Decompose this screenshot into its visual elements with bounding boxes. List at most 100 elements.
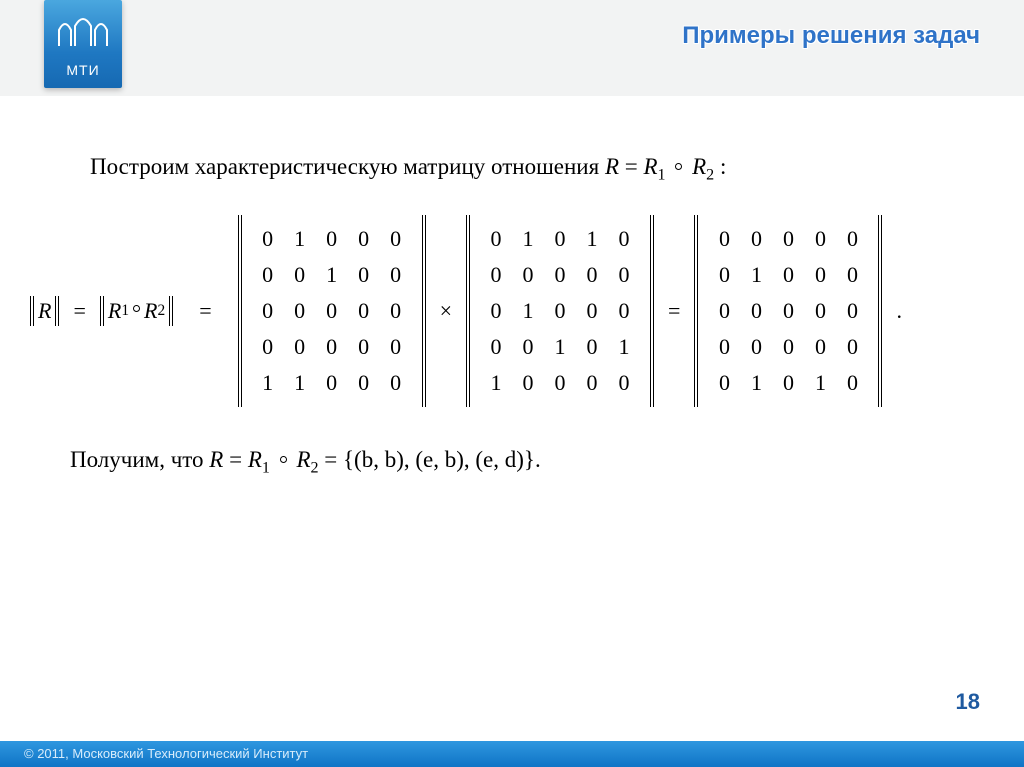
matrix-cell: 0 <box>804 329 836 365</box>
matrix-cell: 0 <box>608 293 640 329</box>
matrix-cell: 1 <box>284 221 316 257</box>
matrix-cell: 0 <box>804 221 836 257</box>
matrix-cell: 0 <box>348 293 380 329</box>
matrix-cell: 0 <box>740 221 772 257</box>
matrix-cell: 0 <box>608 365 640 401</box>
matrix-cell: 0 <box>836 221 868 257</box>
matrix-equation: R = R1 R2 = 0100000100000000000011000 × … <box>30 215 994 407</box>
norm-R: R <box>30 296 59 326</box>
matrix-cell: 0 <box>576 365 608 401</box>
matrix-cell: 0 <box>380 221 412 257</box>
matrix-cell: 0 <box>772 365 804 401</box>
matrix-row: 00100 <box>252 257 412 293</box>
result-sub2: 2 <box>311 460 319 477</box>
matrix-cell: 0 <box>544 221 576 257</box>
matrix-cell: 0 <box>740 293 772 329</box>
intro-text: Построим характеристическую матрицу отно… <box>30 150 994 187</box>
eq-sign-3: = <box>664 295 684 327</box>
intro-R: R <box>605 154 619 179</box>
matrix-cell: 1 <box>512 221 544 257</box>
matrix-C: 0000001000000000000001010 <box>694 215 882 407</box>
matrix-cell: 0 <box>512 257 544 293</box>
matrix-cell: 0 <box>708 365 740 401</box>
matrix-row: 00000 <box>252 293 412 329</box>
footer: © 2011, Московский Технологический Инсти… <box>0 741 1024 767</box>
matrix-cell: 0 <box>836 329 868 365</box>
matrix-cell: 0 <box>284 257 316 293</box>
header-band: МТИ Примеры решения задач <box>0 0 1024 96</box>
matrix-cell: 0 <box>284 329 316 365</box>
slide-content: Построим характеристическую матрицу отно… <box>30 150 994 480</box>
matrix-row: 00000 <box>708 293 868 329</box>
matrix-cell: 0 <box>316 365 348 401</box>
logo: МТИ <box>44 0 122 88</box>
intro-eq: = <box>619 154 643 179</box>
matrix-cell: 0 <box>836 257 868 293</box>
matrix-row: 10000 <box>480 365 640 401</box>
matrix-cell: 0 <box>348 221 380 257</box>
matrix-row: 00000 <box>480 257 640 293</box>
matrix-row: 00000 <box>708 221 868 257</box>
matrix-cell: 0 <box>284 293 316 329</box>
lhs-R: R <box>38 295 51 327</box>
matrix-cell: 1 <box>284 365 316 401</box>
slide-title: Примеры решения задач <box>682 22 980 50</box>
matrix-cell: 0 <box>544 257 576 293</box>
matrix-row: 00101 <box>480 329 640 365</box>
eq-sign-2: = <box>183 295 227 327</box>
logo-label: МТИ <box>44 62 122 78</box>
matrix-cell: 1 <box>480 365 512 401</box>
matrix-cell: 0 <box>380 329 412 365</box>
compose-icon <box>133 305 140 312</box>
result-set: = {(b, b), (e, b), (e, d)}. <box>319 447 541 472</box>
matrix-cell: 1 <box>576 221 608 257</box>
matrix-cell: 0 <box>316 329 348 365</box>
matrix-cell: 0 <box>804 257 836 293</box>
intro-prefix: Построим характеристическую матрицу отно… <box>90 154 605 179</box>
matrix-A: 0100000100000000000011000 <box>238 215 426 407</box>
matrix-cell: 0 <box>608 221 640 257</box>
matrix-cell: 0 <box>836 293 868 329</box>
matrix-cell: 1 <box>512 293 544 329</box>
matrix-B: 0101000000010000010110000 <box>466 215 654 407</box>
intro-colon: : <box>714 154 726 179</box>
matrix-cell: 0 <box>316 293 348 329</box>
mid-sub1: 1 <box>121 300 129 322</box>
matrix-cell: 0 <box>772 257 804 293</box>
matrix-cell: 0 <box>708 329 740 365</box>
compose-icon <box>280 456 287 463</box>
result-R2: R <box>296 447 310 472</box>
mid-R1: R <box>108 295 121 327</box>
result-text: Получим, что R = R1 R2 = {(b, b), (e, b)… <box>30 443 994 480</box>
matrix-row: 01000 <box>480 293 640 329</box>
matrix-cell: 0 <box>480 221 512 257</box>
footer-text: © 2011, Московский Технологический Инсти… <box>24 746 308 761</box>
matrix-cell: 0 <box>252 293 284 329</box>
intro-R1: R <box>643 154 657 179</box>
matrix-A-table: 0100000100000000000011000 <box>252 221 412 401</box>
matrix-cell: 0 <box>380 365 412 401</box>
logo-domes-icon <box>53 12 113 48</box>
matrix-cell: 0 <box>708 221 740 257</box>
intro-sub2: 2 <box>706 167 714 184</box>
matrix-row: 01010 <box>708 365 868 401</box>
matrix-cell: 0 <box>348 365 380 401</box>
matrix-cell: 0 <box>772 293 804 329</box>
times-sign: × <box>436 295 456 327</box>
matrix-cell: 1 <box>740 257 772 293</box>
matrix-cell: 0 <box>252 221 284 257</box>
norm-R1R2: R1 R2 <box>100 296 173 326</box>
matrix-cell: 0 <box>348 329 380 365</box>
intro-R2: R <box>692 154 706 179</box>
intro-sub1: 1 <box>658 167 666 184</box>
matrix-cell: 0 <box>380 293 412 329</box>
matrix-cell: 0 <box>316 221 348 257</box>
matrix-cell: 0 <box>480 293 512 329</box>
matrix-cell: 0 <box>608 257 640 293</box>
period: . <box>892 295 906 327</box>
matrix-row: 01000 <box>252 221 412 257</box>
matrix-cell: 0 <box>576 329 608 365</box>
matrix-cell: 0 <box>480 257 512 293</box>
matrix-cell: 0 <box>252 329 284 365</box>
matrix-row: 01000 <box>708 257 868 293</box>
